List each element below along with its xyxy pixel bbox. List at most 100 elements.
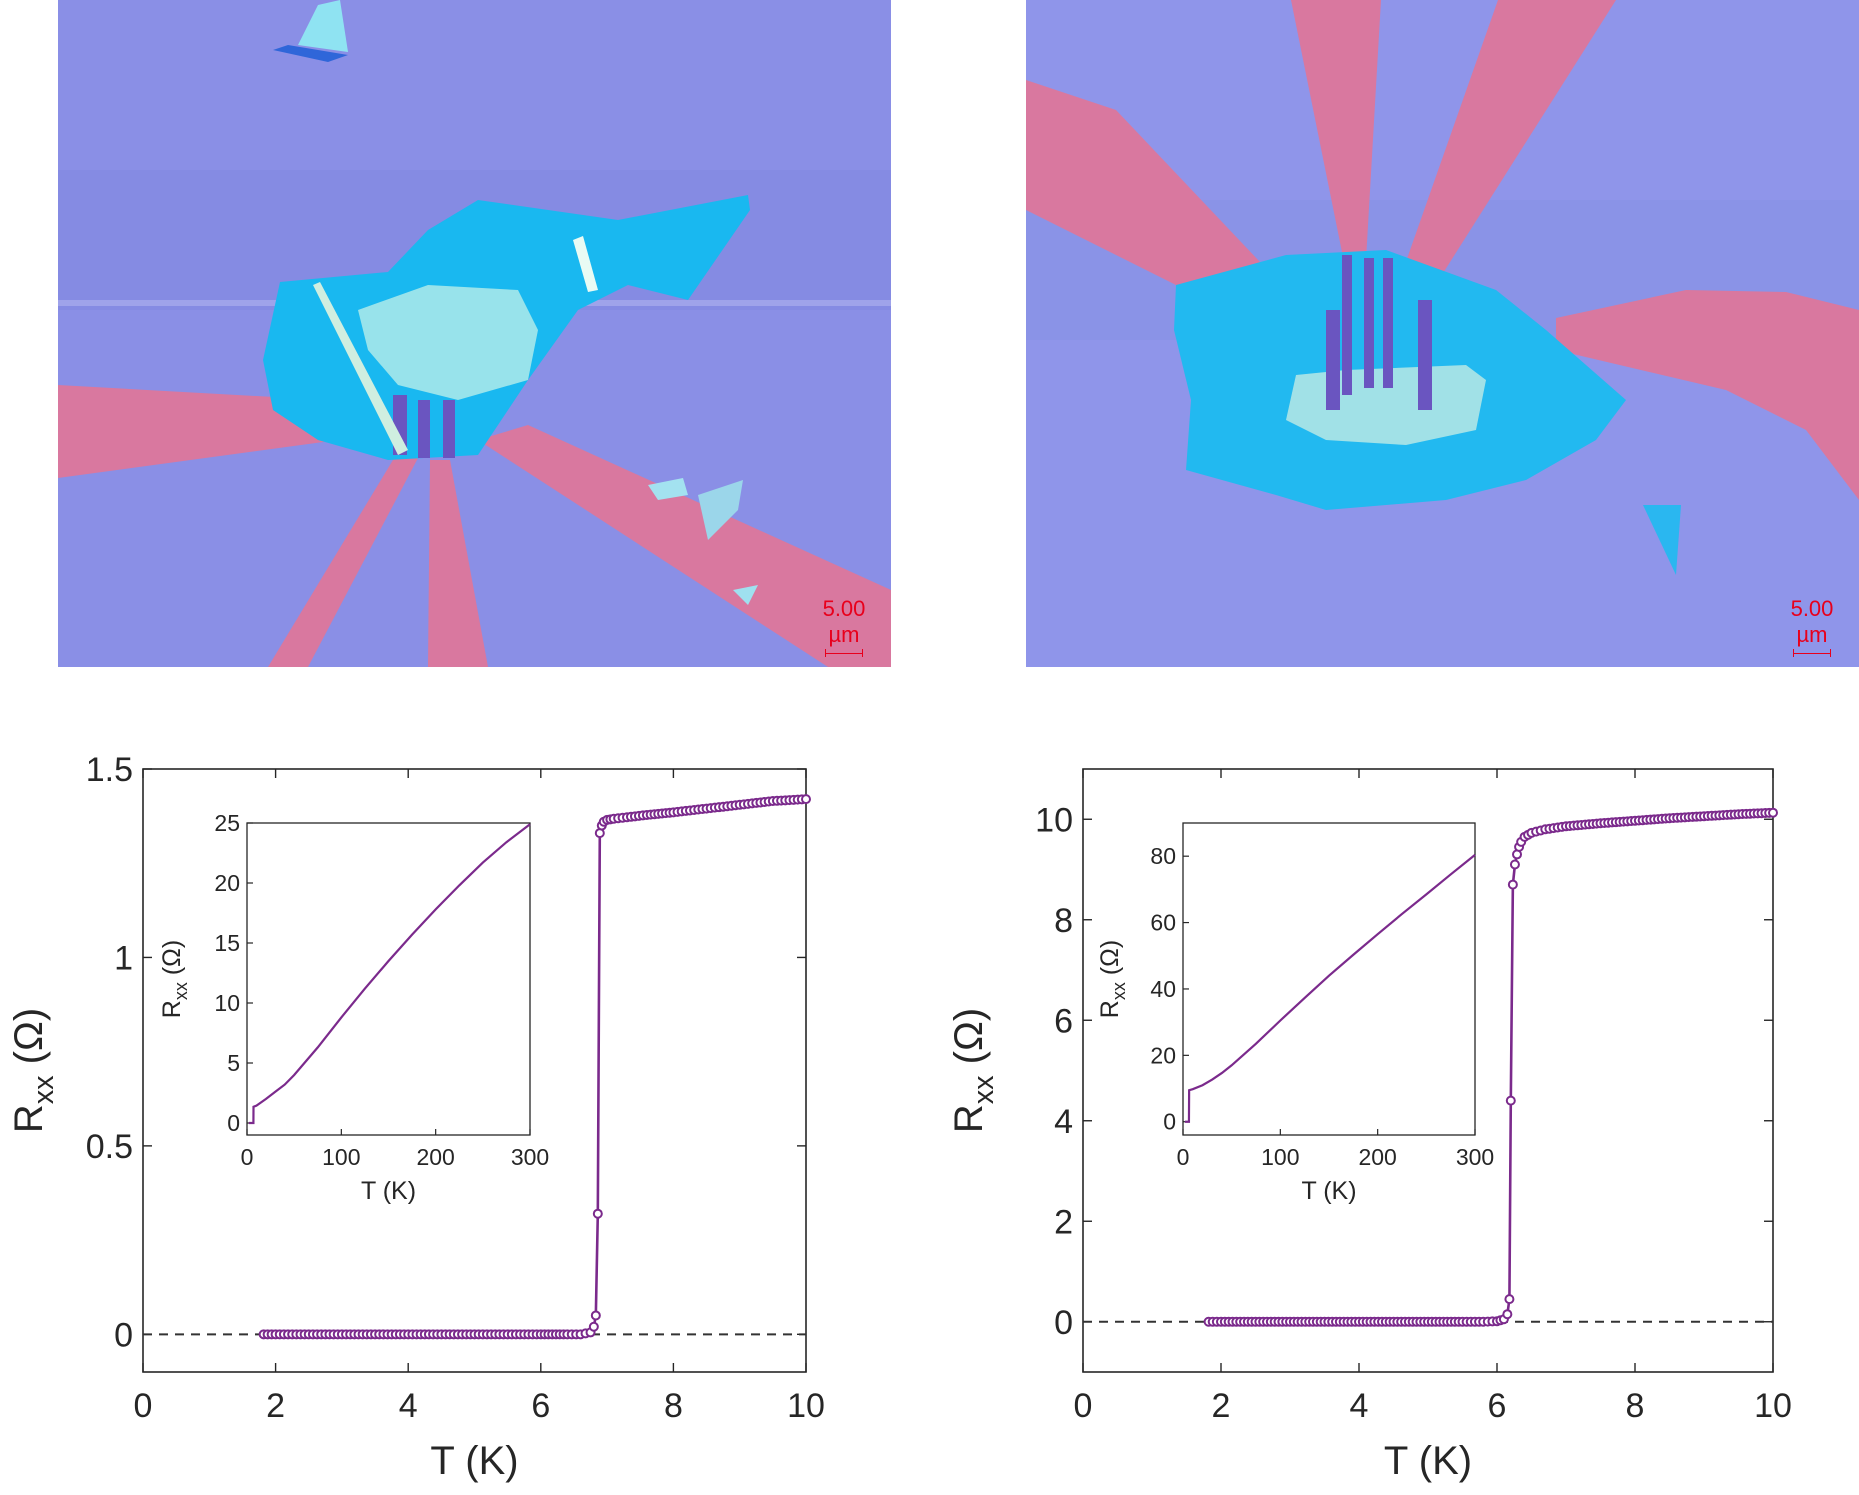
- contact-finger-2: [1364, 258, 1374, 388]
- inset-y-axis-label: Rxx (Ω): [1096, 940, 1129, 1018]
- inset-x-axis-label: T (K): [1301, 1177, 1356, 1205]
- inset-x-tick-label: 0: [241, 1144, 254, 1170]
- y-tick-label: 1.5: [86, 751, 133, 789]
- data-point: [1507, 879, 1518, 890]
- small-flake-a: [1643, 505, 1681, 575]
- inset-y-tick-label: 40: [1150, 976, 1176, 1002]
- data-point: [1768, 807, 1778, 818]
- inset-x-axis-label: T (K): [361, 1177, 416, 1205]
- inset-y-tick-label: 5: [227, 1050, 240, 1076]
- crack-line: [313, 282, 408, 455]
- y-tick-label: 8: [1054, 902, 1073, 940]
- small-flake-c: [698, 480, 743, 540]
- optical-image-left: 5.00 µm: [58, 0, 891, 667]
- inset-y-tick-label: 0: [227, 1110, 240, 1136]
- chart-left: 0 2 4 6 8 10 0 0.5 1 1.5 T (K) Rxx (Ω) 0 100 200 300 0 5 1…: [0, 680, 900, 1495]
- x-tick-label: 4: [1350, 1387, 1369, 1425]
- inset-y-tick-label: 20: [214, 870, 240, 896]
- contact-finger-4: [1326, 310, 1340, 410]
- inset-x-tick-label: 200: [1358, 1144, 1396, 1170]
- x-tick-label: 0: [1074, 1387, 1093, 1425]
- inset-x-tick-label: 300: [1456, 1144, 1494, 1170]
- contact-finger-3: [443, 400, 455, 458]
- inset-y-axis-label: Rxx (Ω): [158, 940, 191, 1018]
- y-tick-label: 1: [114, 939, 133, 977]
- plot-frame: [1082, 768, 1774, 1373]
- scale-bar-line: [1793, 649, 1831, 657]
- y-tick-label: 4: [1054, 1103, 1073, 1141]
- x-axis-label: T (K): [1384, 1439, 1472, 1483]
- inset-x-tick-label: 100: [322, 1144, 360, 1170]
- optical-image-right: 5.00 µm: [1026, 0, 1859, 667]
- data-point: [588, 1321, 599, 1332]
- electrode-2: [268, 455, 418, 667]
- contact-finger-1: [1342, 255, 1352, 395]
- data-point: [1509, 859, 1520, 870]
- chart-right: 0 2 4 6 8 10 0 2 4 6 8 10 T (K) Rxx (Ω) 0 100 200 300 0 20 4…: [940, 680, 1859, 1495]
- inset-x-tick-label: 200: [416, 1144, 454, 1170]
- x-tick-label: 2: [266, 1387, 285, 1425]
- contact-finger-2: [418, 400, 430, 458]
- inset-x-tick-label: 300: [511, 1144, 549, 1170]
- x-tick-label: 4: [399, 1387, 418, 1425]
- inset-data-line: [1184, 854, 1476, 1123]
- inset-frame: [1182, 822, 1476, 1136]
- inset-y-tick-label: 20: [1150, 1042, 1176, 1068]
- plot-frame: [142, 768, 807, 1373]
- scale-bar-right: 5.00 µm: [1773, 596, 1851, 657]
- electrode-1: [58, 385, 338, 478]
- x-tick-label: 0: [134, 1387, 153, 1425]
- electrode-4: [478, 425, 891, 667]
- small-flake-e: [733, 585, 758, 605]
- electrode-2: [1291, 0, 1381, 262]
- x-tick-label: 6: [531, 1387, 550, 1425]
- y-tick-label: 6: [1054, 1002, 1073, 1040]
- contact-finger-5: [1418, 300, 1432, 410]
- small-flake-b: [298, 0, 348, 52]
- micrograph-right: [1026, 0, 1859, 667]
- x-tick-label: 10: [787, 1387, 825, 1425]
- data-point: [592, 1208, 603, 1219]
- y-axis-label: Rxx (Ω): [947, 1008, 1000, 1133]
- electrode-3: [1396, 0, 1616, 300]
- inset-x-tick-label: 0: [1177, 1144, 1190, 1170]
- y-tick-label: 10: [1035, 801, 1073, 839]
- data-point: [1504, 1294, 1515, 1305]
- data-point: [1505, 1095, 1516, 1106]
- x-tick-label: 8: [1626, 1387, 1645, 1425]
- inset-frame: [246, 822, 531, 1136]
- flake-thin-region: [358, 285, 538, 400]
- data-point: [1502, 1309, 1513, 1320]
- data-point: [590, 1310, 601, 1321]
- scale-bar-line: [825, 649, 863, 657]
- y-tick-label: 0: [114, 1316, 133, 1354]
- micrograph-left: [58, 0, 891, 667]
- inset-y-tick-label: 80: [1150, 843, 1176, 869]
- data-point: [801, 794, 811, 805]
- scale-bar-label: 5.00 µm: [822, 596, 866, 647]
- y-tick-label: 2: [1054, 1203, 1073, 1241]
- small-flake-a: [273, 45, 348, 62]
- y-axis-label: Rxx (Ω): [7, 1008, 60, 1133]
- inset-y-tick-label: 25: [214, 810, 240, 836]
- x-tick-label: 2: [1212, 1387, 1231, 1425]
- scale-bar-left: 5.00 µm: [805, 596, 883, 657]
- x-tick-label: 10: [1754, 1387, 1792, 1425]
- electrode-3: [428, 460, 488, 667]
- x-tick-label: 6: [1488, 1387, 1507, 1425]
- inset-y-tick-label: 10: [214, 990, 240, 1016]
- inset-y-tick-label: 0: [1163, 1109, 1176, 1135]
- contact-finger-3: [1383, 258, 1393, 388]
- x-axis-label: T (K): [430, 1439, 518, 1483]
- small-flake-d: [648, 478, 688, 500]
- scale-bar-label: 5.00 µm: [1790, 596, 1834, 647]
- inset-y-tick-label: 60: [1150, 910, 1176, 936]
- y-tick-label: 0: [1054, 1304, 1073, 1342]
- x-tick-label: 8: [664, 1387, 683, 1425]
- inset-x-tick-label: 100: [1261, 1144, 1299, 1170]
- electrode-4: [1556, 290, 1859, 500]
- flake-ridge: [573, 236, 598, 292]
- y-tick-label: 0.5: [86, 1128, 133, 1166]
